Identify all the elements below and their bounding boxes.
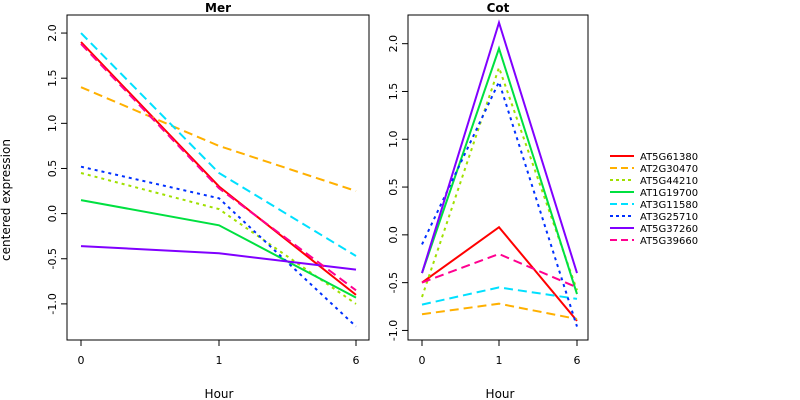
y-tick-label: 0.0 — [387, 226, 400, 244]
x-tick-label: 6 — [353, 354, 360, 367]
series-line-at5g61380-cot — [421, 225, 578, 322]
series-line-at5g37260-cot — [421, 19, 578, 274]
x-axis-title-right: Hour — [486, 387, 515, 400]
series-line-at1g19700-mer — [80, 199, 357, 299]
x-tick-label: 1 — [496, 354, 503, 367]
y-tick-label: -1.0 — [387, 320, 400, 341]
x-axis-title-left: Hour — [205, 387, 234, 400]
series-line-at5g39660-mer — [80, 43, 357, 292]
y-tick-label: -1.0 — [46, 293, 59, 314]
y-tick-label: 0.5 — [387, 178, 400, 196]
y-tick-label: -0.5 — [46, 248, 59, 269]
legend-label-at2g30470: AT2G30470 — [640, 164, 698, 175]
series-line-at3g11580-mer — [80, 32, 357, 257]
y-tick-label: -0.5 — [387, 272, 400, 293]
legend-label-at3g11580: AT3G11580 — [640, 200, 698, 211]
y-tick-label: 1.0 — [46, 115, 59, 133]
plot-frame — [66, 14, 370, 341]
series-line-at5g44210-mer — [80, 172, 357, 305]
series-line-at2g30470-mer — [80, 86, 357, 192]
legend-label-at5g39660: AT5G39660 — [640, 236, 698, 247]
y-tick-label: 1.5 — [387, 83, 400, 101]
y-tick-label: 0.0 — [46, 205, 59, 223]
plot-frame — [407, 14, 589, 341]
series-line-at5g39660-cot — [421, 252, 578, 289]
y-axis-title: centered expression — [0, 139, 13, 261]
panel-cot: Cot -1.0 -0.5 0.0 0.5 1.0 1.5 2.0 0 1 6 — [387, 1, 589, 367]
series-line-at3g25710-cot — [421, 79, 578, 327]
y-tick-label: 1.0 — [387, 131, 400, 149]
series-line-at1g19700-cot — [421, 45, 578, 295]
legend-label-at1g19700: AT1G19700 — [640, 188, 698, 199]
x-tick-label: 0 — [78, 354, 85, 367]
y-tick-label: 0.5 — [46, 160, 59, 178]
x-tick-label: 0 — [419, 354, 426, 367]
series-line-at3g25710-mer — [80, 165, 357, 328]
legend: AT5G61380AT2G30470AT5G44210AT1G19700AT3G… — [610, 152, 698, 247]
legend-label-at5g61380: AT5G61380 — [640, 152, 698, 163]
panel-mer: Mer -1.0 -0.5 0.0 0.5 1.0 1.5 2.0 0 1 6 — [46, 1, 370, 367]
series-line-at5g44210-cot — [421, 64, 578, 298]
y-tick-label: 2.0 — [46, 24, 59, 42]
series-line-at3g11580-cot — [421, 286, 578, 306]
legend-label-at5g37260: AT5G37260 — [640, 224, 698, 235]
series-line-at5g61380-mer — [80, 41, 357, 296]
series-line-at2g30470-cot — [421, 302, 578, 320]
y-tick-label: 1.5 — [46, 69, 59, 87]
legend-label-at3g25710: AT3G25710 — [640, 212, 698, 223]
panel-title: Mer — [205, 1, 231, 15]
x-tick-label: 1 — [216, 354, 223, 367]
legend-label-at5g44210: AT5G44210 — [640, 176, 698, 187]
y-tick-label: 2.0 — [387, 35, 400, 53]
panel-title: Cot — [487, 1, 510, 15]
x-tick-label: 6 — [574, 354, 581, 367]
series-line-at5g37260-mer — [80, 245, 357, 271]
